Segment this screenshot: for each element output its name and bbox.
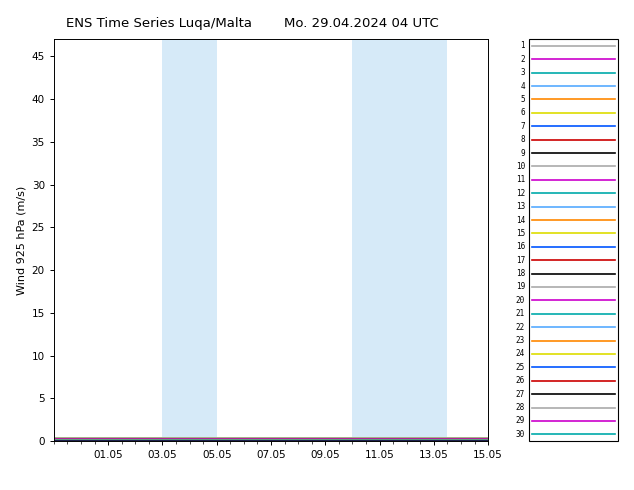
Y-axis label: Wind 925 hPa (m/s): Wind 925 hPa (m/s) [16, 186, 26, 294]
Text: Mo. 29.04.2024 04 UTC: Mo. 29.04.2024 04 UTC [284, 17, 439, 30]
Text: 26: 26 [515, 376, 525, 385]
Text: 14: 14 [515, 216, 525, 224]
Text: ENS Time Series Luqa/Malta: ENS Time Series Luqa/Malta [65, 17, 252, 30]
Text: 3: 3 [521, 68, 525, 77]
Text: 30: 30 [515, 430, 525, 439]
Text: 25: 25 [515, 363, 525, 372]
Text: 2: 2 [521, 55, 525, 64]
Text: 19: 19 [515, 282, 525, 292]
Text: 5: 5 [521, 95, 525, 104]
Text: 12: 12 [515, 189, 525, 198]
Bar [353, 39, 448, 441]
Text: 7: 7 [521, 122, 525, 131]
Text: 17: 17 [515, 256, 525, 265]
Text: 6: 6 [521, 108, 525, 118]
Text: 1: 1 [521, 41, 525, 50]
Bar [529, 39, 618, 441]
Text: 10: 10 [515, 162, 525, 171]
Text: 28: 28 [515, 403, 525, 412]
Text: 27: 27 [515, 390, 525, 399]
Text: 13: 13 [515, 202, 525, 211]
Text: 9: 9 [521, 148, 525, 158]
Text: 23: 23 [515, 336, 525, 345]
Text: 22: 22 [515, 322, 525, 332]
Text: 4: 4 [521, 81, 525, 91]
Text: 20: 20 [515, 296, 525, 305]
Text: 21: 21 [515, 309, 525, 318]
Bar [162, 39, 217, 441]
Text: 8: 8 [521, 135, 525, 144]
Text: 24: 24 [515, 349, 525, 359]
Text: 16: 16 [515, 242, 525, 251]
Text: 11: 11 [515, 175, 525, 184]
Text: 15: 15 [515, 229, 525, 238]
Text: 18: 18 [515, 269, 525, 278]
Text: 29: 29 [515, 416, 525, 425]
